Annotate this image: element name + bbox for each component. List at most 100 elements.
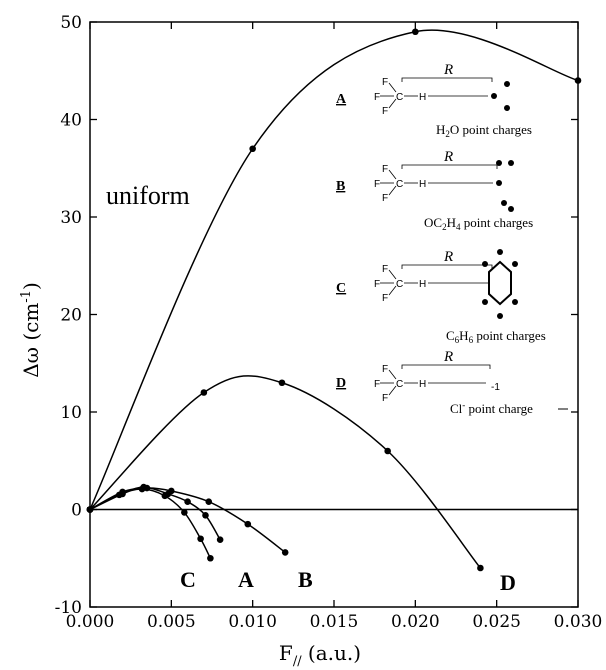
molecule-atom-label: C <box>396 279 403 290</box>
distance-r-label: R <box>443 149 453 165</box>
molecule-atom-label: F <box>382 164 388 175</box>
molecule-bond <box>388 169 397 180</box>
charge-dot <box>508 206 514 212</box>
molecule-atom-label: F <box>382 264 388 275</box>
chloride-charge-label: -1 <box>491 382 500 393</box>
molecule-atom-label: F <box>382 393 388 404</box>
x-tick-label: 0.025 <box>472 612 521 632</box>
x-axis-title: F// (a.u.) <box>279 641 361 669</box>
y-tick-label: 20 <box>60 306 82 326</box>
x-tick-label: 0.000 <box>66 612 115 632</box>
legend-key-d: D <box>336 376 346 391</box>
molecule-atom-label: F <box>382 193 388 204</box>
ticks: 0.000 0.005 0.010 0.015 0.020 0.025 0.030 -10 0 1… <box>55 13 603 632</box>
molecule-atom-label: F <box>374 279 380 290</box>
data-point-a <box>202 512 209 519</box>
y-tick-label: 50 <box>60 13 82 33</box>
distance-bracket <box>401 164 498 169</box>
molecule-atom-label: F <box>374 92 380 103</box>
molecule-bond <box>388 269 397 280</box>
charge-dot <box>482 299 488 305</box>
charge-dot <box>501 200 507 206</box>
legend-caption-d: Cl- point charge <box>450 400 533 416</box>
legend-caption-b: OC2H4 point charges <box>424 215 533 232</box>
charge-dot <box>497 249 503 255</box>
series-line-c <box>89 488 212 559</box>
data-point-d <box>477 564 484 572</box>
molecule-atom-label: H <box>419 379 426 390</box>
data-point-uniform <box>412 28 419 36</box>
data-point-c <box>161 492 169 500</box>
molecule-bond <box>388 185 397 196</box>
charge-dot <box>491 93 497 99</box>
legend-key-c: C <box>336 281 346 296</box>
molecule-atom-label: H <box>419 179 426 190</box>
x-tick-label: 0.030 <box>554 612 603 632</box>
distance-bracket <box>401 77 493 82</box>
molecule-atom-label: F <box>382 77 388 88</box>
y-tick-label: 30 <box>60 208 82 228</box>
data-point-b <box>205 498 213 506</box>
molecule-atom-label: H <box>419 279 426 290</box>
y-tick-label: 10 <box>60 403 82 423</box>
molecule-atom-label: F <box>382 106 388 117</box>
label-b: B <box>298 567 313 592</box>
molecule-atom-label: F <box>382 364 388 375</box>
legend-key-b: B <box>336 179 345 194</box>
data-point-c <box>207 554 214 562</box>
molecule-bond <box>388 385 397 396</box>
molecule-bond <box>388 369 397 380</box>
molecule-atom-label: F <box>374 379 380 390</box>
y-tick-label: 40 <box>60 111 82 131</box>
series-line-d <box>89 375 481 569</box>
label-d: D <box>500 570 516 595</box>
molecule-atom-label: F <box>382 293 388 304</box>
series-line-a <box>89 486 221 541</box>
charge-dot <box>512 299 518 305</box>
data-point-b <box>281 549 289 556</box>
x-tick-label: 0.020 <box>391 612 440 632</box>
data-point-c <box>86 506 94 513</box>
series-line-uniform <box>89 29 579 510</box>
label-uniform: uniform <box>106 181 190 210</box>
distance-r-label: R <box>443 62 453 78</box>
y-tick-label: -10 <box>55 598 82 618</box>
molecule-atom-label: C <box>396 379 403 390</box>
y-axis-title: Δω (cm-1) <box>19 282 43 378</box>
benzene-ring <box>488 260 512 306</box>
distance-bracket <box>401 364 491 369</box>
molecule-atom-label: C <box>396 92 403 103</box>
data-point-uniform <box>249 145 256 153</box>
x-tick-label: 0.010 <box>228 612 277 632</box>
data-point-a <box>184 498 191 506</box>
data-point-c <box>197 535 204 543</box>
charge-dot <box>508 160 514 166</box>
data-point-a <box>216 536 224 544</box>
legend-caption-c: C6H6 point charges <box>446 328 546 345</box>
charge-dot <box>497 313 503 319</box>
points <box>86 28 582 572</box>
x-tick-label: 0.005 <box>147 612 196 632</box>
data-point-b <box>244 520 252 528</box>
x-tick-label: 0.015 <box>310 612 359 632</box>
molecule-atom-label: H <box>419 92 426 103</box>
y-tick-label: 0 <box>71 501 82 521</box>
data-point-uniform <box>574 77 582 84</box>
legend-key-a: A <box>336 92 347 107</box>
distance-r-label: R <box>443 249 453 265</box>
data-point-d <box>384 447 391 455</box>
charge-dot <box>512 261 518 267</box>
molecule-bond <box>388 285 397 296</box>
molecule-bond <box>388 98 397 109</box>
molecule-atom-label: C <box>396 179 403 190</box>
molecule-bond <box>388 82 397 93</box>
legend-caption-a: H2O point charges <box>436 122 532 139</box>
